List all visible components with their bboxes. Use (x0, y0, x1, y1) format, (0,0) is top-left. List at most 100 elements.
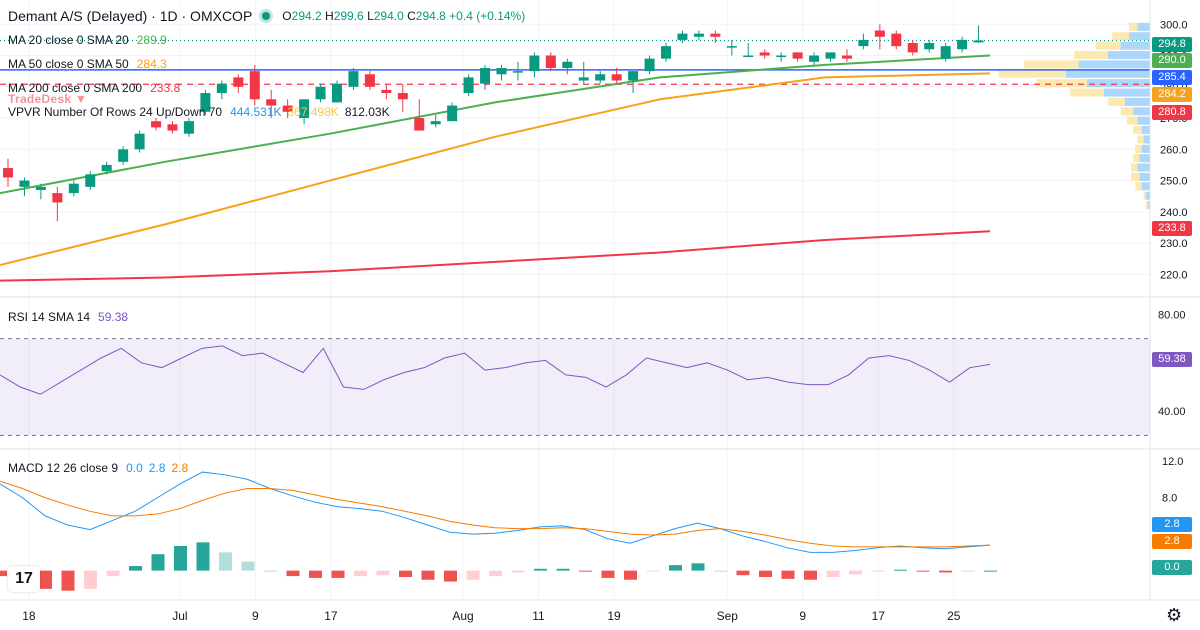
vpvr-down-bar (1143, 191, 1146, 200)
candle-body (940, 46, 951, 59)
macd-tick-label: 12.0 (1162, 456, 1183, 468)
ma20-legend[interactable]: MA 20 close 0 SMA 20 289.9 (8, 33, 167, 47)
candle-body (693, 33, 704, 37)
vpvr-down-bar (1070, 88, 1104, 97)
time-axis-label: 17 (872, 609, 886, 623)
macd-hist-bar (736, 570, 750, 576)
price-tick-label: 220.0 (1160, 269, 1188, 281)
settings-gear-icon[interactable]: ⚙ (1166, 605, 1183, 625)
ma50-label: MA 50 close 0 SMA 50 (8, 57, 129, 71)
candle-body (463, 77, 474, 94)
vpvr-down-bar (1108, 97, 1125, 106)
ma20-value: 289.9 (136, 33, 167, 47)
candle-body (216, 83, 227, 94)
candle-body (249, 71, 260, 100)
macd-hist-bar (309, 570, 322, 578)
macd-hist-bar (354, 570, 367, 577)
macd-hist-bar (151, 554, 165, 571)
candle-body (710, 33, 721, 37)
candlesticks (3, 24, 984, 222)
ma200-value: 233.8 (150, 81, 181, 95)
macd-hist-bar (84, 570, 97, 589)
macd-label: MACD 12 26 close 9 (8, 461, 119, 475)
candle-body (282, 105, 293, 112)
macd-hist-bar (511, 570, 525, 573)
candle-body (52, 193, 63, 203)
macd-hist-bar (196, 542, 210, 571)
candle-body (134, 133, 145, 150)
macd-hist-bar (264, 570, 277, 572)
vpvr-down-bar (1129, 22, 1138, 31)
rsi-band (0, 338, 1150, 436)
vpvr-up-bar (1141, 144, 1150, 153)
vpvr-up-value: 444.531K (230, 105, 282, 119)
vpvr-up-bar (1129, 32, 1150, 41)
candle-body (118, 149, 129, 162)
macd-hist-bar (894, 569, 907, 571)
price-tick-label: 260.0 (1160, 144, 1188, 156)
macd-hist-bar (849, 570, 862, 575)
macd-hist-bar (0, 570, 7, 577)
candle-body (792, 52, 803, 59)
vpvr-up-bar (1137, 116, 1150, 125)
macd-hist-bar (691, 563, 705, 571)
vpvr-legend[interactable]: VPVR Number Of Rows 24 Up/Down 70 444.53… (8, 105, 390, 119)
rsi-pane (0, 338, 1150, 436)
rsi-legend[interactable]: RSI 14 SMA 14 59.38 (8, 310, 128, 324)
time-axis-label: 25 (947, 609, 961, 623)
macd-legend[interactable]: MACD 12 26 close 9 0.0 2.8 2.8 (8, 461, 188, 475)
ma20-label: MA 20 close 0 SMA 20 (8, 33, 129, 47)
chart-header: Demant A/S (Delayed) · 1D · OMXCOP O294.… (8, 8, 525, 24)
macd-hist-bar (489, 570, 502, 577)
price-tag-last: 294.8 (1152, 37, 1192, 52)
vpvr-histogram (998, 22, 1150, 210)
vpvr-down-bar (1095, 41, 1121, 50)
macd-hist-bar (39, 570, 52, 589)
candle-body (19, 180, 30, 187)
macd-hist-bar (444, 570, 457, 582)
vpvr-up-bar (1078, 60, 1150, 69)
vpvr-down-bar (1133, 126, 1142, 135)
tradingview-logo-icon[interactable]: 17 (8, 566, 40, 592)
vpvr-down-bar (1126, 116, 1138, 125)
high-value: 299.6 (333, 9, 364, 23)
candle-body (545, 55, 556, 69)
macd-hist-bar (804, 570, 817, 580)
ma50-legend[interactable]: MA 50 close 0 SMA 50 284.3 (8, 57, 167, 71)
macd-hist-bar (669, 565, 682, 571)
candle-body (628, 71, 639, 81)
macd-hist-bar (961, 570, 975, 572)
macd-hist-bar (646, 570, 660, 572)
vpvr-up-bar (1141, 182, 1150, 191)
macd-hist-bar (781, 570, 795, 579)
candle-body (743, 55, 754, 58)
macd-hist-bar (241, 561, 255, 571)
symbol-title[interactable]: Demant A/S (Delayed) · 1D · OMXCOP (8, 8, 253, 24)
vpvr-down-bar (1120, 107, 1134, 116)
vpvr-down-bar (1036, 79, 1087, 88)
time-axis-label: Aug (452, 609, 473, 623)
rsi-label: RSI 14 SMA 14 (8, 310, 91, 324)
macd-tick-label: 8.0 (1162, 493, 1177, 505)
ma200-legend[interactable]: MA 200 close 0 SMA 200 233.8 (8, 81, 180, 95)
candle-body (381, 89, 392, 94)
candle-body (677, 33, 688, 40)
time-axis-label: 19 (607, 609, 621, 623)
vpvr-down-bar (1137, 135, 1144, 144)
price-tag-ma200: 233.8 (1152, 221, 1192, 236)
ma200-label: MA 200 close 0 SMA 200 (8, 81, 143, 95)
candle-body (562, 61, 573, 69)
open-value: 294.2 (291, 9, 322, 23)
vpvr-down-bar (1131, 172, 1140, 181)
candle-body (825, 52, 836, 59)
vpvr-up-bar (1139, 154, 1150, 163)
candle-body (183, 121, 194, 134)
time-axis-label: 11 (532, 609, 545, 623)
candle-body (348, 71, 359, 87)
candle-body (447, 105, 458, 122)
candle-body (397, 93, 408, 100)
candle-body (578, 77, 589, 81)
rsi-tick-label: 40.00 (1158, 406, 1186, 418)
vpvr-up-bar (1141, 126, 1150, 135)
